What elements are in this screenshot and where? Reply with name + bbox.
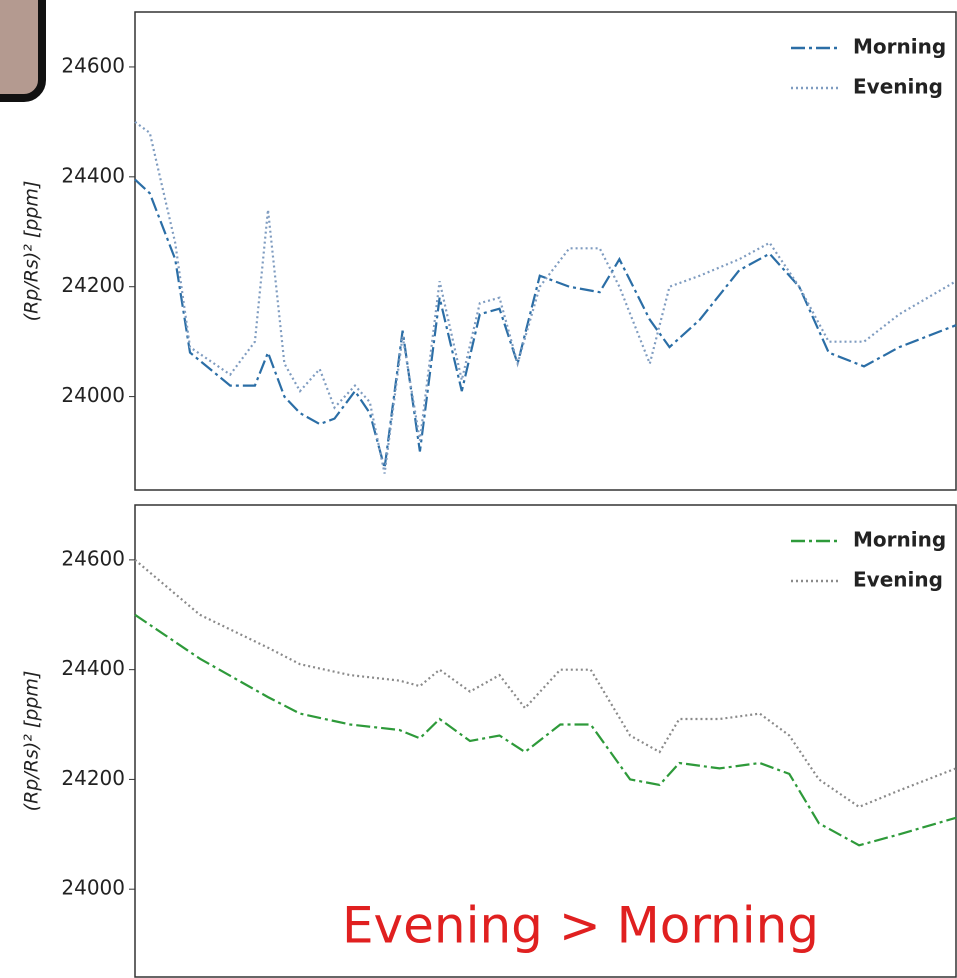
legend-label: Morning xyxy=(853,528,946,552)
plot-frame xyxy=(134,11,957,491)
y-tick-label: 24400 xyxy=(61,656,125,680)
plot-frame xyxy=(134,504,957,978)
y-axis-label: (Rp/Rs)² [ppm] xyxy=(21,181,43,322)
y-tick-label: 24600 xyxy=(61,53,125,77)
series-line xyxy=(134,613,957,847)
legend-label: Evening xyxy=(853,568,943,592)
y-tick-label: 24000 xyxy=(61,383,125,407)
series-line xyxy=(134,178,957,469)
y-tick-label: 24400 xyxy=(61,163,125,187)
series-line xyxy=(134,559,957,809)
annotation: Evening > Morning xyxy=(342,897,819,955)
y-tick-label: 24200 xyxy=(61,273,125,297)
y-tick-label: 24200 xyxy=(61,766,125,790)
series-line xyxy=(134,121,957,474)
y-tick-label: 24000 xyxy=(61,876,125,900)
y-tick-label: 24600 xyxy=(61,546,125,570)
legend-label: Morning xyxy=(853,35,946,59)
legend-label: Evening xyxy=(853,75,943,99)
cropped-photo xyxy=(0,0,46,102)
y-axis-label: (Rp/Rs)² [ppm] xyxy=(21,671,43,812)
